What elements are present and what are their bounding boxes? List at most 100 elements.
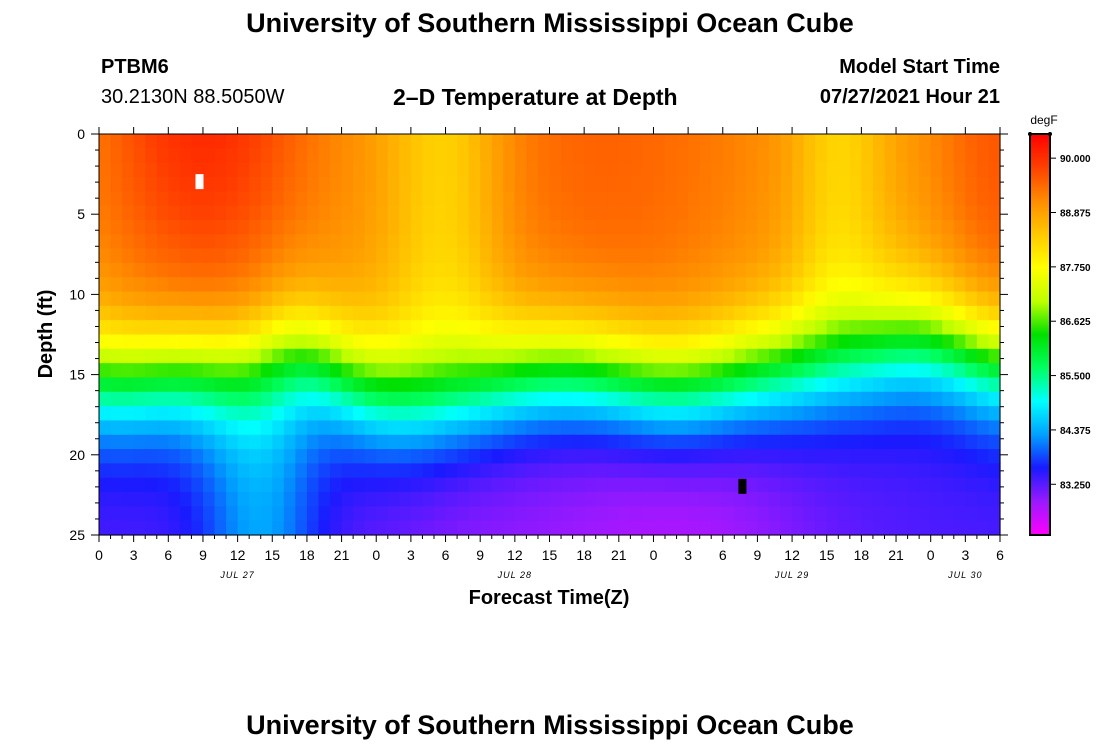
heat-cell bbox=[676, 191, 689, 207]
heat-cell bbox=[676, 391, 689, 407]
heat-cell bbox=[595, 363, 608, 379]
heat-cell bbox=[237, 377, 250, 393]
heat-cell bbox=[872, 463, 886, 479]
heat-cell bbox=[618, 391, 631, 407]
heat-cell bbox=[849, 449, 862, 464]
heat-cell bbox=[422, 291, 435, 307]
heat-cell bbox=[757, 277, 770, 293]
heat-cell bbox=[237, 234, 250, 250]
heat-cell bbox=[549, 449, 562, 464]
heat-cell bbox=[665, 391, 678, 407]
heat-cell bbox=[676, 134, 689, 149]
heat-cell bbox=[457, 305, 470, 321]
heat-cell bbox=[260, 191, 273, 207]
heat-cell bbox=[953, 205, 966, 221]
heat-cell bbox=[896, 334, 909, 350]
heat-cell bbox=[387, 291, 400, 307]
heat-cell bbox=[826, 176, 839, 192]
heat-cell bbox=[872, 134, 886, 149]
heat-cell bbox=[399, 506, 412, 522]
heat-cell bbox=[942, 176, 955, 192]
heat-cell bbox=[953, 506, 966, 522]
heat-cell bbox=[537, 262, 551, 278]
heat-cell bbox=[641, 262, 655, 278]
heat-cell bbox=[826, 305, 839, 321]
heat-cell bbox=[641, 219, 655, 235]
heat-cell bbox=[768, 262, 782, 278]
heat-cell bbox=[110, 134, 123, 149]
heat-cell bbox=[942, 148, 955, 164]
heat-cell bbox=[133, 506, 146, 522]
heat-cell bbox=[561, 162, 574, 178]
heat-cell bbox=[156, 520, 169, 536]
heat-cell bbox=[168, 506, 181, 522]
heat-cell bbox=[537, 363, 551, 379]
heat-cell bbox=[711, 506, 724, 522]
heat-cell bbox=[884, 320, 897, 336]
heat-cell bbox=[168, 148, 181, 164]
heat-cell bbox=[122, 449, 135, 464]
heat-cell bbox=[387, 134, 400, 149]
heat-cell bbox=[260, 434, 273, 450]
heat-cell bbox=[711, 377, 724, 393]
heat-cell bbox=[422, 219, 435, 235]
heat-cell bbox=[976, 277, 990, 293]
heat-cell bbox=[942, 363, 955, 379]
heat-cell bbox=[919, 320, 932, 336]
heat-cell bbox=[792, 434, 805, 450]
heat-cell bbox=[618, 320, 631, 336]
heat-cell bbox=[722, 520, 735, 536]
heat-cell bbox=[896, 492, 909, 507]
heat-cell bbox=[410, 492, 424, 507]
heat-cell bbox=[503, 334, 516, 350]
heat-cell bbox=[688, 320, 701, 336]
heat-cell bbox=[965, 277, 978, 293]
heat-cell bbox=[364, 406, 377, 422]
heat-cell bbox=[156, 234, 169, 250]
heat-cell bbox=[722, 162, 735, 178]
heat-cell bbox=[526, 420, 539, 436]
heat-cell bbox=[549, 134, 562, 149]
heat-cell bbox=[838, 134, 851, 149]
heat-cell bbox=[665, 134, 678, 149]
heat-cell bbox=[618, 219, 631, 235]
heat-cell bbox=[699, 205, 712, 221]
heat-cell bbox=[861, 391, 874, 407]
heat-cell bbox=[803, 320, 816, 336]
heat-cell bbox=[168, 176, 181, 192]
heat-cell bbox=[330, 320, 343, 336]
heat-cell bbox=[272, 334, 285, 350]
heat-cell bbox=[792, 363, 805, 379]
heat-cell bbox=[676, 506, 689, 522]
heat-cell bbox=[295, 134, 308, 149]
heat-cell bbox=[491, 162, 504, 178]
heat-cell bbox=[942, 219, 955, 235]
heat-cell bbox=[156, 248, 169, 264]
heat-cell bbox=[457, 219, 470, 235]
heat-cell bbox=[410, 449, 424, 464]
heat-cell bbox=[711, 162, 724, 178]
heat-cell bbox=[676, 420, 689, 436]
heat-cell bbox=[237, 262, 250, 278]
heat-cell bbox=[318, 219, 331, 235]
heat-cell bbox=[595, 277, 608, 293]
heat-cell bbox=[665, 420, 678, 436]
heat-cell bbox=[792, 291, 805, 307]
heat-cell bbox=[745, 520, 759, 536]
heat-cell bbox=[976, 291, 990, 307]
heat-cell bbox=[549, 506, 562, 522]
heat-cell bbox=[896, 477, 909, 493]
heat-cell bbox=[226, 463, 239, 479]
heat-cell bbox=[803, 434, 816, 450]
heat-cell bbox=[930, 420, 943, 436]
heat-cell bbox=[953, 291, 966, 307]
heat-cell bbox=[641, 148, 655, 164]
heat-cell bbox=[99, 434, 112, 450]
heat-cell bbox=[295, 219, 308, 235]
heat-cell bbox=[318, 305, 331, 321]
heat-cell bbox=[445, 305, 458, 321]
heat-cell bbox=[815, 162, 828, 178]
heat-cell bbox=[156, 334, 169, 350]
heat-cell bbox=[376, 148, 389, 164]
heat-cell bbox=[514, 520, 527, 536]
